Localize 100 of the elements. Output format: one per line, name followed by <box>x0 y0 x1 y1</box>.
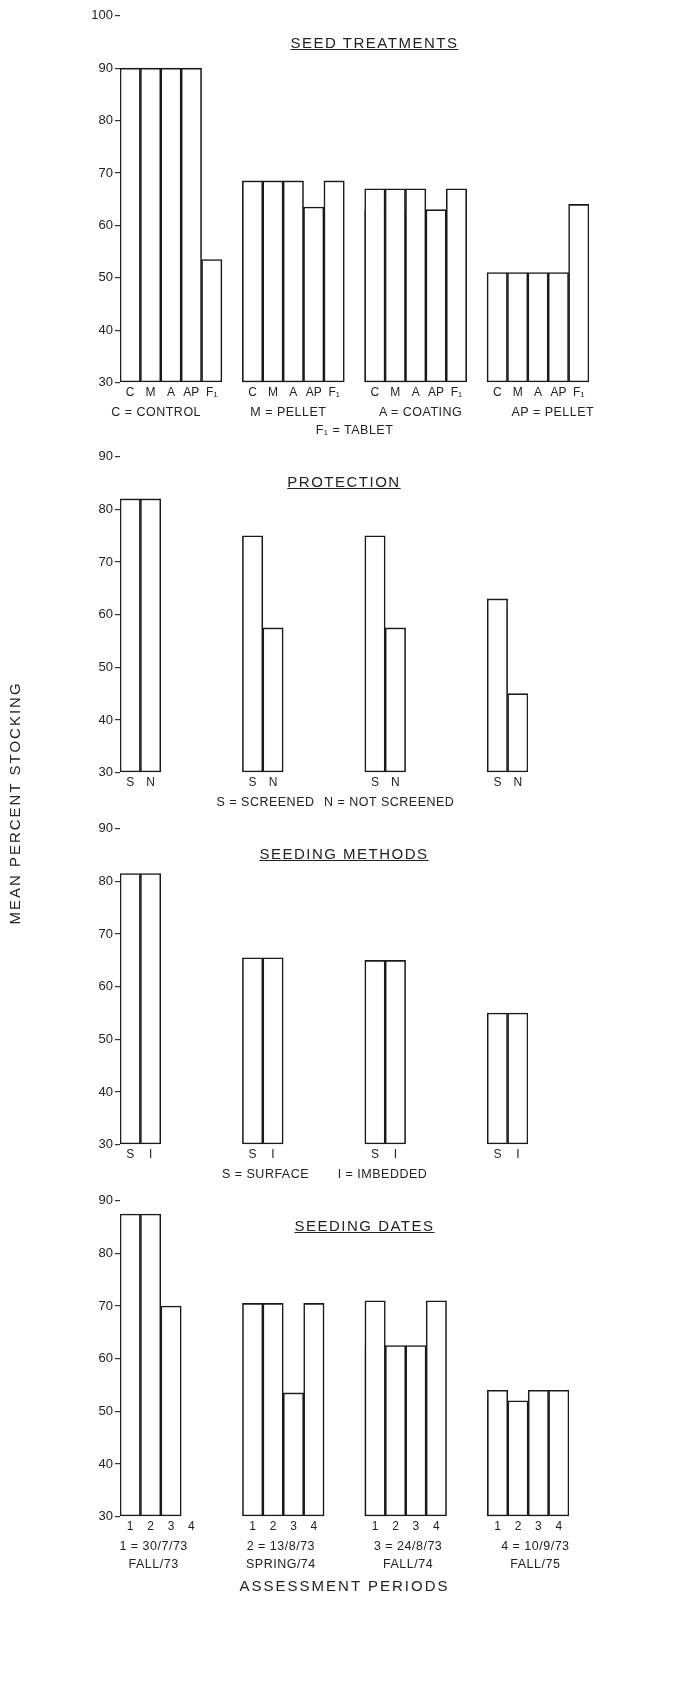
text: S = SURFACE <box>220 1166 311 1183</box>
y-tick-label: 40 <box>98 1083 113 1099</box>
x-tick-label: 4 <box>433 1519 440 1534</box>
text: C = CONTROL <box>110 404 203 421</box>
x-tick-label: I <box>148 1147 153 1162</box>
y-tick-label: 60 <box>98 606 113 622</box>
x-tick-label: S <box>248 1147 257 1162</box>
y-tick-label: 90 <box>98 59 113 75</box>
x-tick-label: I <box>271 1147 275 1162</box>
x-tick-label: S <box>493 775 502 790</box>
text: M = PELLET <box>249 404 328 421</box>
x-tick-label: N <box>268 775 278 790</box>
y-tick-label: 70 <box>98 925 113 941</box>
text: I = IMBEDDED <box>336 1166 429 1183</box>
y-tick-label: 50 <box>98 1030 113 1046</box>
x-tick-label: M <box>512 385 523 400</box>
y-tick-label: 40 <box>98 1455 113 1471</box>
text: SEEDING METHODS <box>259 844 429 862</box>
x-tick-label: A <box>166 385 175 400</box>
x-tick-label: M <box>145 385 156 400</box>
x-tick-label: M <box>267 385 278 400</box>
y-tick-label: 70 <box>98 1297 113 1313</box>
y-tick-label: 90 <box>98 448 113 464</box>
text: PROTECTION <box>287 472 401 490</box>
x-tick-label: A <box>289 385 298 400</box>
x-tick-label: AP <box>428 385 445 400</box>
x-tick-label: 3 <box>167 1519 175 1534</box>
x-tick-label: 3 <box>412 1519 420 1534</box>
y-tick-label: 40 <box>98 321 113 337</box>
x-tick-label: 4 <box>310 1519 318 1534</box>
y-tick-label: 40 <box>98 711 113 727</box>
x-tick-label: 1 <box>494 1519 502 1534</box>
y-tick-label: 100 <box>91 7 113 23</box>
y-tick-label: 60 <box>98 216 113 232</box>
y-tick-label: 70 <box>98 164 113 180</box>
x-tick-label: 3 <box>535 1519 543 1534</box>
x-tick-label: C <box>125 385 135 400</box>
x-tick-label: N <box>513 775 523 790</box>
x-tick-label: 1 <box>249 1519 257 1534</box>
x-tick-label: 4 <box>188 1519 196 1534</box>
x-tick-label: N <box>391 775 400 790</box>
x-tick-label: F₁ <box>573 385 585 400</box>
x-tick-label: F₁ <box>328 385 340 400</box>
text: S = SCREENED <box>215 794 316 811</box>
x-tick-label: C <box>370 385 380 400</box>
x-tick-label: C <box>492 385 502 400</box>
y-tick-label: 30 <box>98 1136 113 1152</box>
x-tick-label: 2 <box>392 1519 400 1534</box>
x-tick-label: S <box>248 775 257 790</box>
y-tick-label: 80 <box>98 501 113 517</box>
x-tick-label: 2 <box>514 1519 522 1534</box>
text: 3 = 24/8/73 <box>372 1538 444 1555</box>
x-tick-label: A <box>534 385 543 400</box>
y-tick-label: 30 <box>98 374 113 390</box>
x-tick-label: AP <box>183 385 200 400</box>
x-tick-label: I <box>516 1147 520 1162</box>
y-tick-label: 60 <box>98 1350 113 1366</box>
x-tick-label: I <box>393 1147 398 1162</box>
y-tick-label: 80 <box>98 873 113 889</box>
text: SPRING/74 <box>244 1556 317 1573</box>
text: F₁ = TABLET <box>314 422 395 439</box>
x-tick-label: S <box>370 775 380 790</box>
x-tick-label: N <box>146 775 155 790</box>
text: SEED TREATMENTS <box>290 34 459 52</box>
y-tick-label: 50 <box>98 269 113 285</box>
text: AP = PELLET <box>510 404 596 421</box>
x-tick-label: S <box>126 1147 135 1162</box>
x-axis-title: ASSESSMENT PERIODS <box>238 1577 451 1594</box>
text: FALL/75 <box>509 1556 562 1573</box>
y-tick-label: 30 <box>98 1508 113 1524</box>
x-tick-label: F₁ <box>206 385 218 400</box>
text: 1 = 30/7/73 <box>118 1538 189 1555</box>
x-tick-label: 1 <box>126 1519 134 1534</box>
y-tick-label: 90 <box>98 820 113 836</box>
x-tick-label: 2 <box>269 1519 277 1534</box>
x-tick-label: F₁ <box>450 385 463 400</box>
y-tick-label: 70 <box>98 553 113 569</box>
x-tick-label: 2 <box>147 1519 155 1534</box>
y-tick-label: 50 <box>98 1402 113 1418</box>
y-tick-label: 80 <box>98 112 113 128</box>
x-tick-label: S <box>126 775 135 790</box>
x-tick-label: 1 <box>371 1519 379 1534</box>
text: A = COATING <box>377 404 464 421</box>
x-tick-label: S <box>493 1147 502 1162</box>
text: N = NOT SCREENED <box>324 794 455 811</box>
text: 2 = 13/8/73 <box>245 1538 317 1555</box>
x-tick-label: AP <box>305 385 322 400</box>
y-tick-label: 90 <box>98 1192 113 1208</box>
text: FALL/74 <box>382 1556 435 1573</box>
x-tick-label: AP <box>550 385 567 400</box>
x-tick-label: 3 <box>290 1519 298 1534</box>
y-axis-title: MEAN PERCENT STOCKING <box>5 681 23 925</box>
y-tick-label: 50 <box>98 658 113 674</box>
y-tick-label: 30 <box>98 764 113 780</box>
x-tick-label: M <box>390 385 401 400</box>
text: FALL/73 <box>127 1556 180 1573</box>
text: 4 = 10/9/73 <box>500 1538 571 1555</box>
x-tick-label: S <box>370 1147 380 1162</box>
x-tick-label: 4 <box>555 1519 563 1534</box>
y-tick-label: 60 <box>98 978 113 994</box>
